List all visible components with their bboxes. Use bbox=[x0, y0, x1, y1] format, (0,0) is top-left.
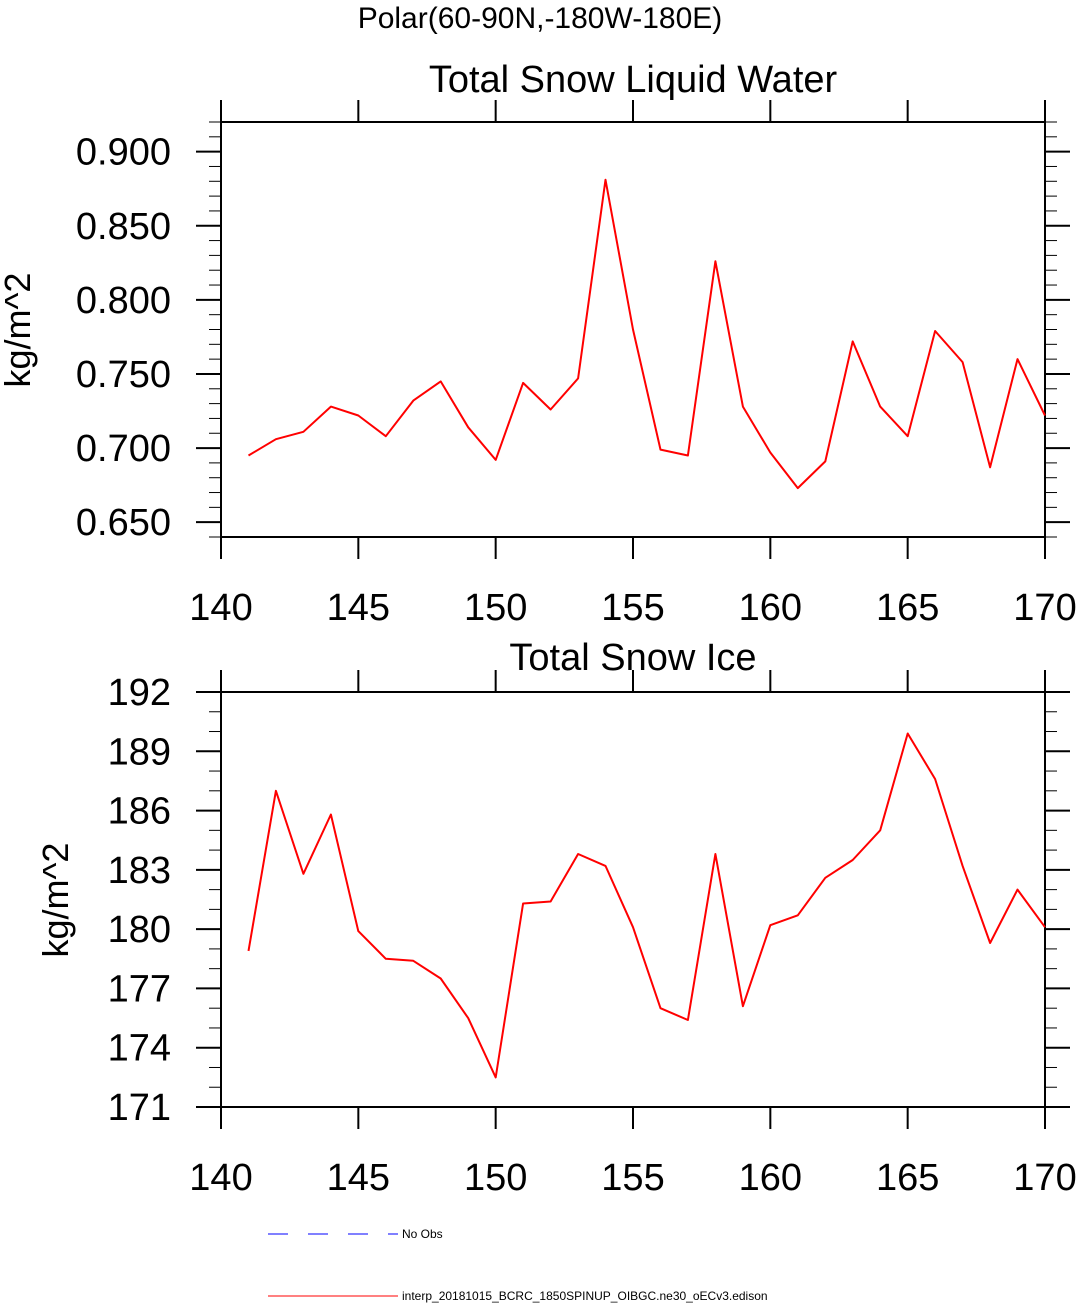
plot-area: 140 145 150 155 160 165 170 171 174 177 180 183 186 1… bbox=[108, 670, 1077, 1199]
x-tick-label: 170 bbox=[1013, 1157, 1076, 1199]
y-tick-label: 0.750 bbox=[76, 354, 171, 396]
y-tick-label: 174 bbox=[108, 1028, 171, 1070]
x-tick-label: 145 bbox=[327, 1157, 390, 1199]
y-axis-label: kg/m^2 bbox=[0, 273, 38, 388]
series-line bbox=[247, 178, 1046, 490]
legend-label-model: interp_20181015_BCRC_1850SPINUP_OIBGC.ne… bbox=[402, 1289, 768, 1303]
chart-title: Total Snow Liquid Water bbox=[429, 59, 838, 101]
x-tick-label: 160 bbox=[739, 587, 802, 629]
y-tick-label: 0.850 bbox=[76, 206, 171, 248]
x-tick-label: 155 bbox=[601, 1157, 664, 1199]
x-tick-label: 150 bbox=[464, 587, 527, 629]
y-tick-label: 186 bbox=[108, 791, 171, 833]
chart-panel-snow-ice: Total Snow Ice kg/m^2 140 145 150 155 160 165… bbox=[35, 637, 1077, 1199]
y-tick-label: 177 bbox=[108, 968, 171, 1010]
y-tick-label: 0.800 bbox=[76, 280, 171, 322]
legend: No Obs interp_20181015_BCRC_1850SPINUP_O… bbox=[268, 1227, 768, 1303]
y-tick-label: 0.700 bbox=[76, 428, 171, 470]
x-tick-label: 150 bbox=[464, 1157, 527, 1199]
x-tick-label: 140 bbox=[189, 1157, 252, 1199]
x-tick-label: 145 bbox=[327, 587, 390, 629]
y-tick-label: 189 bbox=[108, 731, 171, 773]
x-tick-label: 155 bbox=[601, 587, 664, 629]
y-tick-label: 183 bbox=[108, 850, 171, 892]
x-tick-label: 165 bbox=[876, 1157, 939, 1199]
plot-area: 140 145 150 155 160 165 170 0.650 0.700 0.750 0.80… bbox=[76, 100, 1077, 629]
y-tick-label: 0.650 bbox=[76, 502, 171, 544]
y-tick-label: 192 bbox=[108, 672, 171, 714]
y-tick-label: 180 bbox=[108, 909, 171, 951]
x-tick-label: 170 bbox=[1013, 587, 1076, 629]
y-axis-label: kg/m^2 bbox=[35, 843, 76, 958]
x-tick-label: 140 bbox=[189, 587, 252, 629]
figure-title: Polar(60-90N,-180W-180E) bbox=[358, 2, 723, 35]
plot-frame bbox=[220, 691, 1046, 1108]
y-tick-label: 0.900 bbox=[76, 132, 171, 174]
x-tick-label: 165 bbox=[876, 587, 939, 629]
chart-panel-liquid-water: Total Snow Liquid Water kg/m^2 140 145 150… bbox=[0, 59, 1077, 629]
x-tick-label: 160 bbox=[739, 1157, 802, 1199]
series-line bbox=[247, 732, 1046, 1079]
legend-label-no-obs: No Obs bbox=[402, 1227, 443, 1241]
y-tick-label: 171 bbox=[108, 1087, 171, 1129]
